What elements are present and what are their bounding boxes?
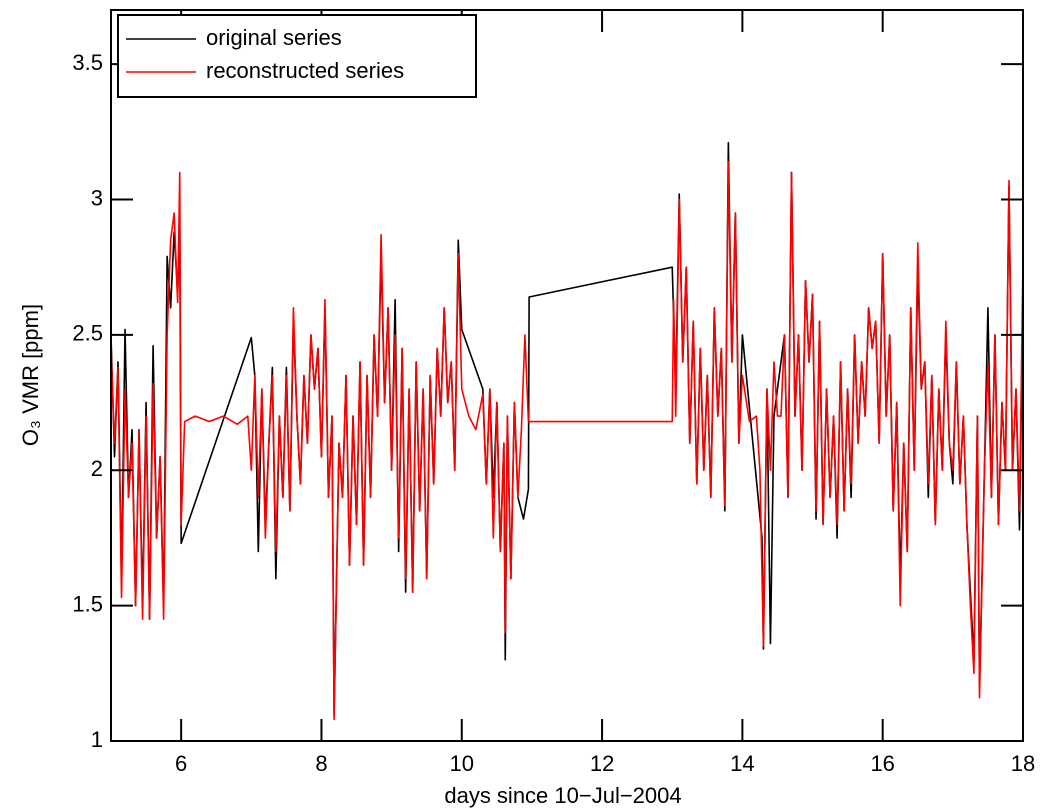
plot-frame [110, 9, 1024, 742]
y-axis-label: O₃ VMR [ppm] [18, 304, 43, 446]
y-tick-label: 1.5 [72, 591, 103, 616]
y-tick-label: 2 [91, 456, 103, 481]
series-line [110, 160, 1024, 721]
y-tick-label: 3.5 [72, 50, 103, 75]
legend-box [117, 14, 477, 98]
y-tick-label: 1 [91, 727, 103, 752]
x-tick-label: 10 [450, 751, 474, 776]
x-tick-label: 14 [730, 751, 754, 776]
x-tick-label: 6 [175, 751, 187, 776]
x-axis-label: days since 10−Jul−2004 [444, 783, 681, 808]
x-tick-label: 16 [870, 751, 894, 776]
x-tick-label: 18 [1011, 751, 1035, 776]
x-tick-label: 8 [315, 751, 327, 776]
legend-label: original series [206, 25, 342, 50]
y-tick-label: 3 [91, 185, 103, 210]
legend-label: reconstructed series [206, 58, 404, 83]
x-tick-label: 12 [590, 751, 614, 776]
y-tick-label: 2.5 [72, 321, 103, 346]
